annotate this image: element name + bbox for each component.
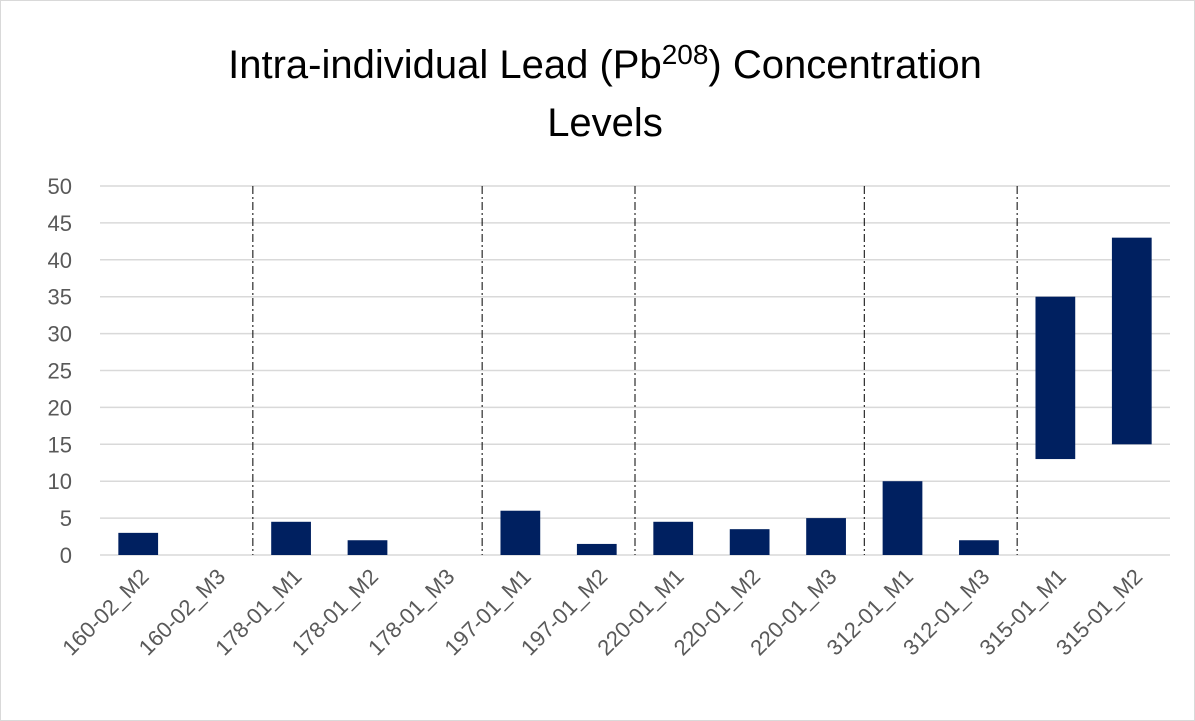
y-tick-label: 5 [60, 506, 72, 531]
bar [653, 521, 694, 555]
y-tick-label: 30 [48, 322, 72, 347]
bar [806, 518, 846, 555]
y-tick-label: 50 [48, 174, 72, 199]
y-tick-label: 10 [48, 469, 72, 494]
y-tick-label: 20 [48, 395, 72, 420]
chart-title-line2: Levels [547, 101, 663, 145]
y-tick-label: 40 [48, 248, 72, 273]
title-part: Intra-individual Lead (Pb [228, 43, 662, 87]
bar [118, 532, 159, 555]
chart-title: Intra-individual Lead (Pb208) Concentrat… [228, 39, 982, 87]
bar [1111, 237, 1152, 445]
bar [729, 529, 770, 555]
title-part: ) Concentration [708, 43, 981, 87]
bar [500, 510, 541, 555]
y-tick-label: 35 [48, 285, 72, 310]
bar [959, 540, 999, 555]
y-tick-label: 25 [48, 359, 72, 384]
bar [347, 540, 388, 555]
y-tick-label: 15 [48, 432, 72, 457]
y-tick-label: 0 [60, 543, 72, 568]
bar [1035, 296, 1076, 460]
y-tick-label: 45 [48, 211, 72, 236]
bar [576, 543, 617, 555]
bar [271, 521, 311, 555]
title-superscript: 208 [662, 39, 709, 70]
bar [882, 481, 923, 555]
